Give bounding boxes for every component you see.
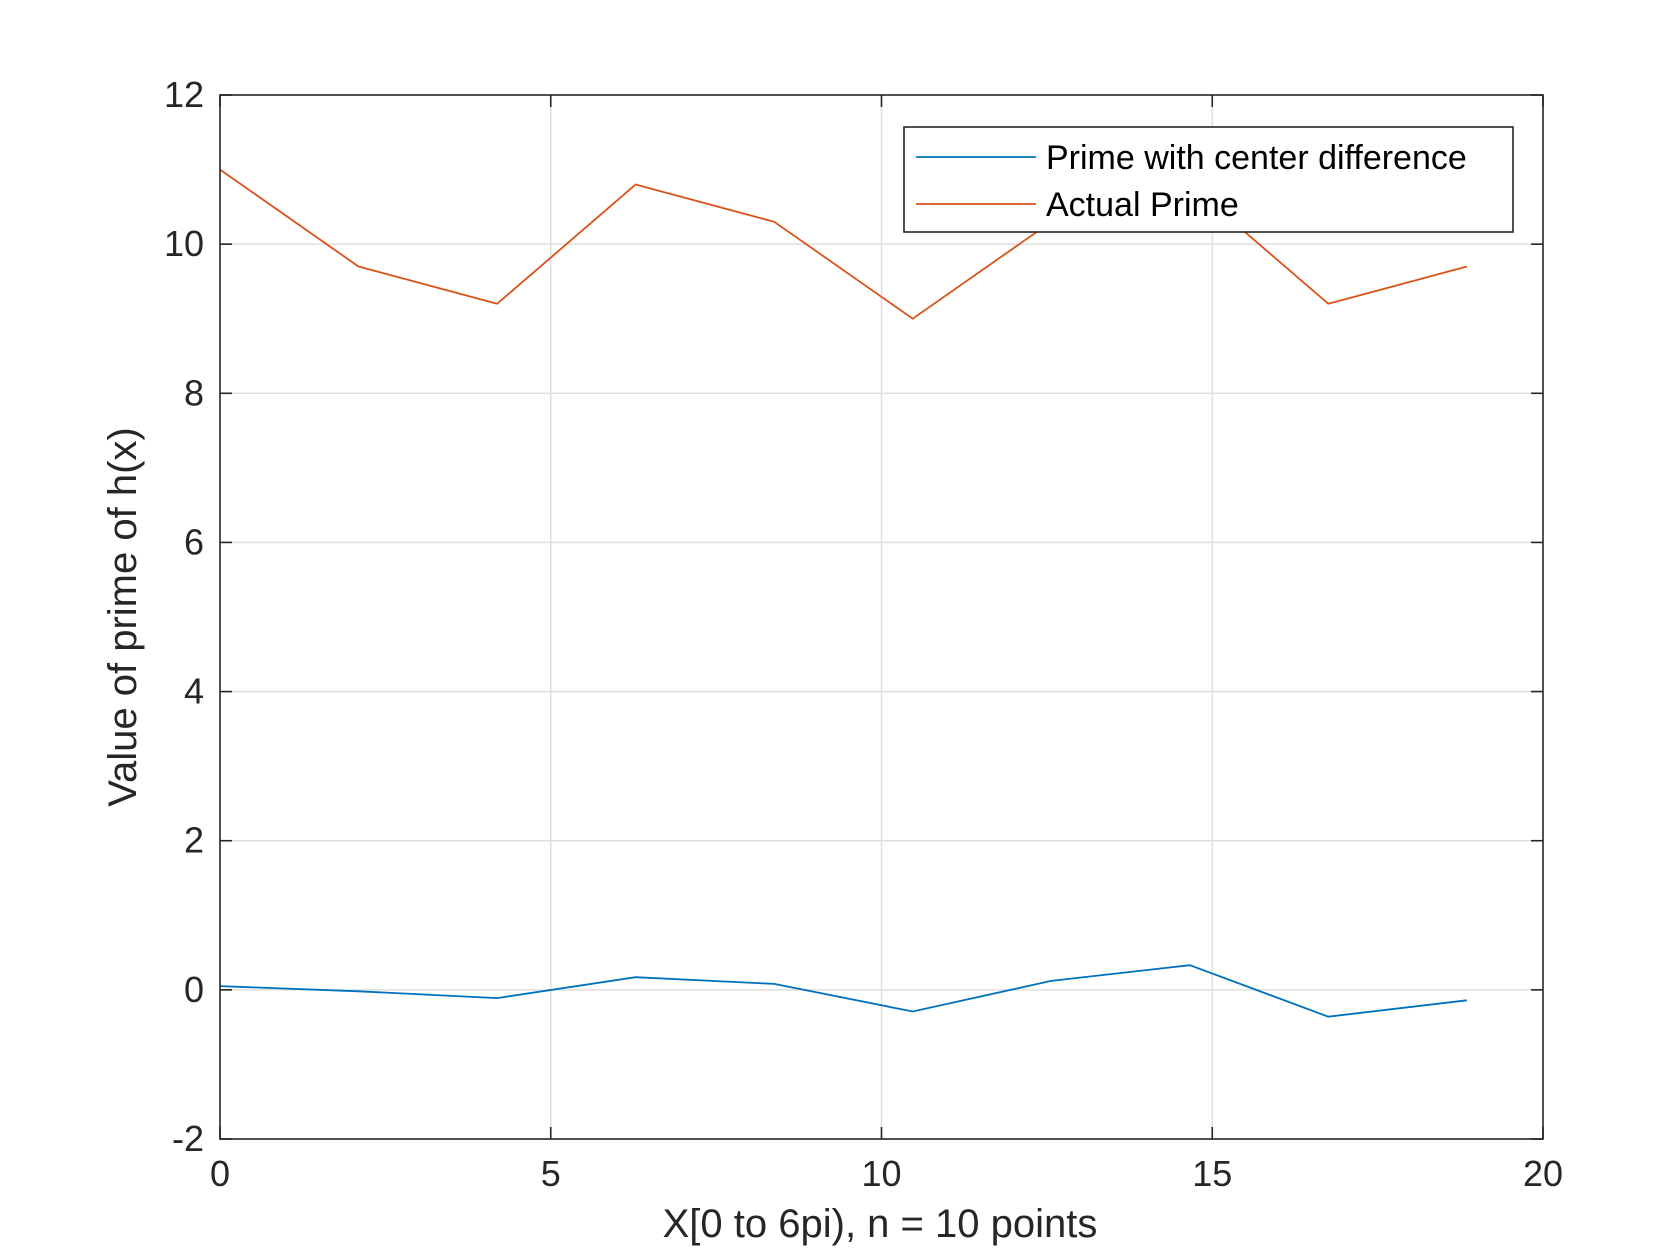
y-tick-label: 0 [184,969,204,1010]
y-tick-label: 8 [184,372,204,413]
x-tick-label: 0 [210,1153,230,1194]
y-tick-label: 10 [164,223,204,264]
y-tick-label: 2 [184,820,204,861]
x-axis-title: X[0 to 6pi), n = 10 points [663,1202,1098,1246]
legend-label: Actual Prime [1046,186,1239,224]
x-tick-label: 20 [1523,1153,1563,1194]
series-line-2 [219,168,1468,320]
y-tick-label: 4 [184,671,204,712]
legend-box [903,126,1514,233]
series-lines [219,168,1468,1018]
legend: Prime with center difference Actual Prime [903,126,1514,233]
x-tick-label: 15 [1192,1153,1232,1194]
y-axis-title: Value of prime of h(x) [101,427,145,806]
legend-label: Prime with center difference [1046,139,1467,177]
y-tick-label: 6 [184,521,204,562]
axes [219,94,1544,1140]
x-tick-label: 5 [541,1153,561,1194]
series-line-1 [219,964,1468,1018]
y-tick-label: -2 [172,1118,204,1159]
x-tick-label: 10 [861,1153,901,1194]
grid-lines [220,95,1543,1139]
y-tick-label: 12 [164,74,204,115]
